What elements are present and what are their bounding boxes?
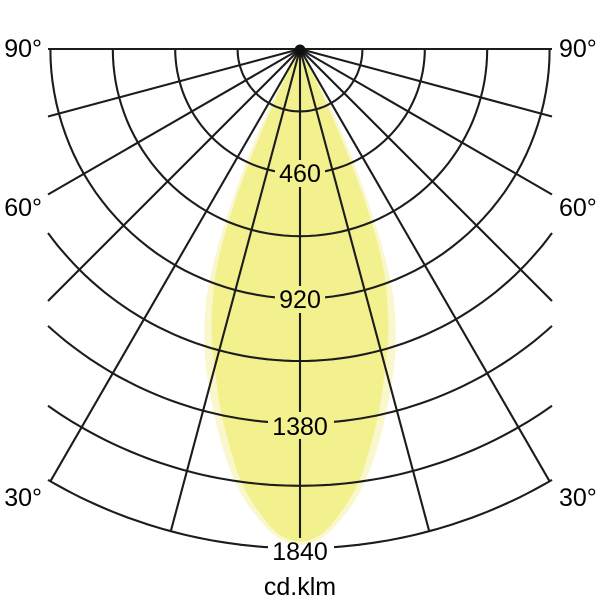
unit-label: cd.klm xyxy=(264,573,336,600)
angle-label-left-30: 30° xyxy=(4,484,42,512)
polar-grid xyxy=(47,47,553,550)
radial-label-1380: 1380 xyxy=(272,413,328,441)
grid-spoke-45deg xyxy=(299,48,553,302)
angle-label-left-60: 60° xyxy=(4,194,42,222)
angle-label-right-30: 30° xyxy=(559,484,597,512)
angle-label-right-90: 90° xyxy=(559,35,597,63)
grid-spoke-60deg xyxy=(299,48,553,196)
angle-label-left-90: 90° xyxy=(4,35,42,63)
grid-spoke--75deg xyxy=(47,47,301,118)
radial-label-460: 460 xyxy=(279,160,321,188)
grid-spoke--45deg xyxy=(47,48,301,302)
radial-label-920: 920 xyxy=(279,286,321,314)
grid-spoke--30deg xyxy=(49,48,301,482)
grid-spoke-15deg xyxy=(298,48,431,532)
grid-spoke--60deg xyxy=(47,48,301,196)
origin-dot xyxy=(294,44,306,56)
radial-label-1840: 1840 xyxy=(272,538,328,566)
angle-label-right-60: 60° xyxy=(559,194,597,222)
grid-spoke-30deg xyxy=(299,48,551,482)
grid-spoke-75deg xyxy=(299,47,553,118)
grid-spoke--15deg xyxy=(169,48,302,532)
